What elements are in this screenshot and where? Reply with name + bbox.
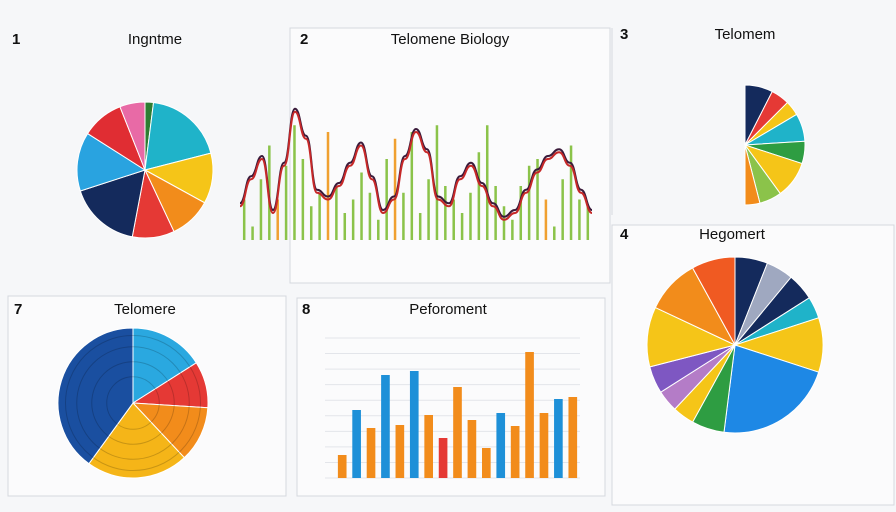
- bar: [525, 352, 534, 478]
- bar: [368, 192, 372, 240]
- panel-title: Telomere: [114, 301, 176, 318]
- bar: [444, 186, 447, 240]
- panel-number: 3: [620, 26, 628, 43]
- bar: [568, 397, 578, 478]
- bar: [427, 179, 430, 240]
- bar: [335, 186, 338, 240]
- bar: [477, 152, 481, 240]
- bar: [352, 410, 361, 478]
- pie-slice: [119, 101, 146, 171]
- pie-slice: [132, 327, 198, 404]
- bar: [409, 371, 419, 478]
- panel-title: Hegomert: [699, 226, 766, 243]
- panel-number: 1: [12, 31, 20, 48]
- line: [239, 110, 593, 221]
- bar: [536, 159, 539, 240]
- bar: [251, 226, 254, 240]
- bar: [554, 399, 563, 478]
- bar: [395, 425, 405, 478]
- bar: [393, 138, 397, 240]
- bar: [318, 192, 321, 240]
- panel: [289, 27, 611, 284]
- bar: [284, 165, 288, 240]
- panel-number: 8: [302, 301, 310, 318]
- bar: [435, 125, 439, 240]
- bar: [381, 375, 390, 478]
- bar: [385, 159, 388, 240]
- bar: [569, 145, 573, 240]
- bar: [351, 199, 355, 240]
- bar: [527, 165, 531, 240]
- bar: [469, 192, 472, 240]
- bar: [242, 199, 246, 240]
- bar: [482, 448, 491, 478]
- panel-number: 2: [300, 31, 308, 48]
- bar: [343, 213, 347, 240]
- ring: [76, 346, 190, 460]
- pie-slice: [57, 327, 134, 465]
- pie-slice: [723, 344, 820, 434]
- line-shadow: [239, 107, 593, 218]
- bar: [496, 413, 506, 478]
- bar: [485, 125, 489, 240]
- bar: [418, 213, 422, 240]
- bar: [410, 132, 414, 240]
- bar: [360, 172, 363, 240]
- panel-title: Peforoment: [409, 301, 487, 318]
- bar: [511, 219, 514, 240]
- bar: [494, 186, 497, 240]
- pie-slice: [76, 132, 147, 192]
- pie-slice: [691, 256, 736, 346]
- bar: [519, 186, 523, 240]
- bar: [452, 199, 455, 240]
- pie-slice: [144, 101, 212, 171]
- pie-slice: [88, 402, 186, 479]
- pie-slice: [79, 169, 146, 238]
- panel-number: 7: [14, 301, 22, 318]
- bar: [453, 387, 462, 478]
- bar: [309, 206, 313, 240]
- bar: [460, 213, 464, 240]
- panel-number: 4: [620, 226, 629, 243]
- bar: [326, 132, 330, 240]
- bar: [402, 192, 405, 240]
- bar: [502, 206, 506, 240]
- bar: [293, 125, 296, 240]
- panel-title: Telomene Biology: [391, 31, 510, 48]
- pie-slice: [744, 144, 761, 206]
- bar: [377, 219, 380, 240]
- ring: [106, 376, 160, 430]
- bar: [561, 179, 564, 240]
- bar: [276, 199, 279, 240]
- panel-title: Telomem: [715, 26, 776, 43]
- bar: [578, 199, 581, 240]
- panel-title: Ingntme: [128, 31, 182, 48]
- bar: [259, 179, 263, 240]
- bar: [553, 226, 556, 240]
- bar: [586, 206, 590, 240]
- bar: [424, 415, 433, 478]
- ring: [91, 361, 175, 445]
- ring: [65, 335, 201, 471]
- bar: [337, 455, 347, 478]
- panel: [296, 297, 606, 497]
- bar: [467, 420, 477, 478]
- bar: [539, 413, 549, 478]
- bar: [366, 428, 376, 478]
- bar: [544, 199, 548, 240]
- bar: [301, 159, 305, 240]
- bar: [438, 438, 448, 478]
- bar: [510, 426, 520, 478]
